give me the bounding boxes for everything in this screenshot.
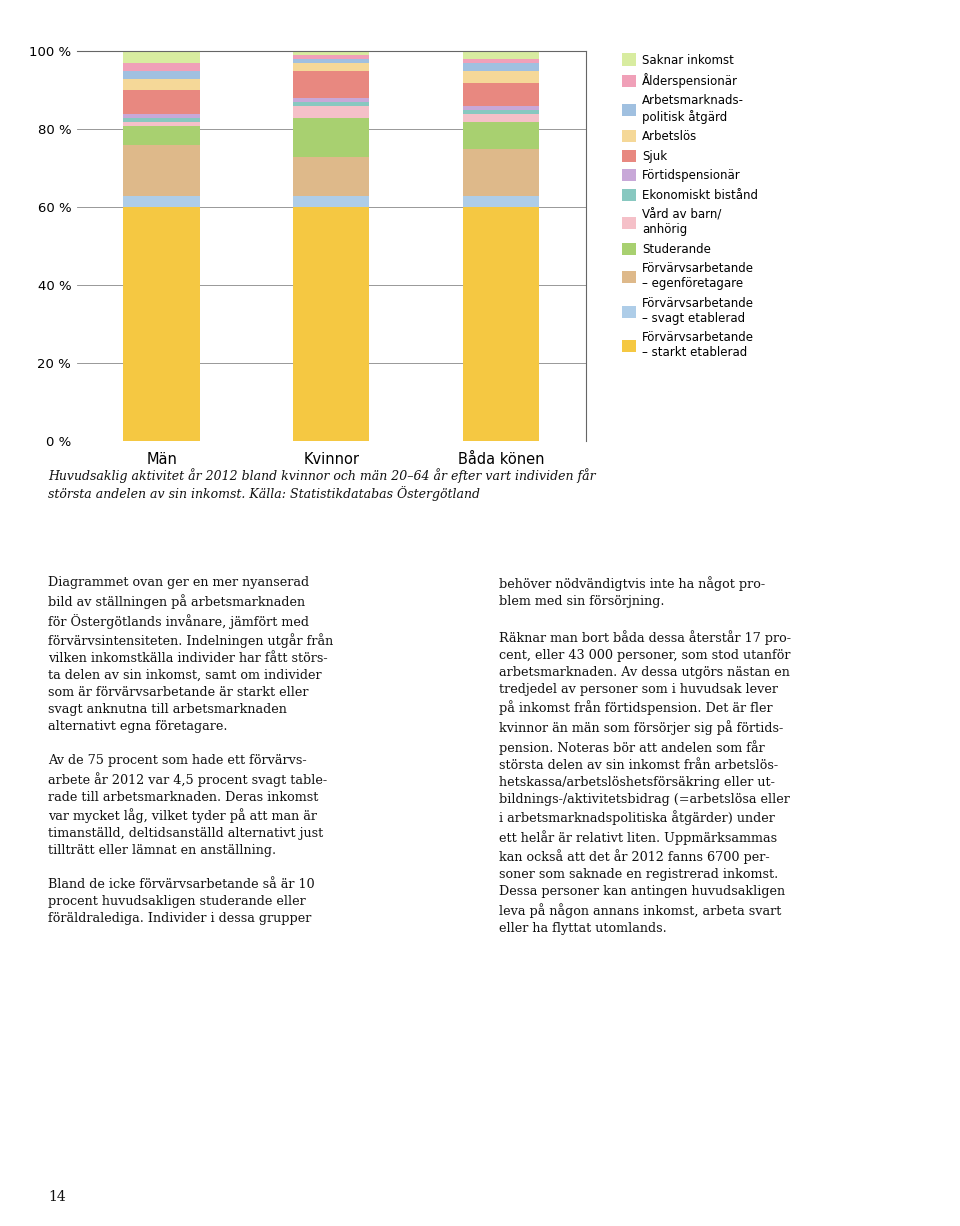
Bar [463, 150, 539, 196]
Text: Huvudsaklig aktivitet år 2012 bland kvinnor och män 20–64 år efter vart individe: Huvudsaklig aktivitet år 2012 bland kvin… [48, 468, 595, 500]
Bar [124, 145, 200, 196]
Bar [463, 51, 539, 59]
Bar [293, 98, 370, 102]
Bar [293, 71, 370, 98]
Bar [293, 64, 370, 71]
Legend: Saknar inkomst, Ålderspensionär, Arbetsmarknads-
politisk åtgärd, Arbetslös, Sju: Saknar inkomst, Ålderspensionär, Arbetsm… [622, 54, 758, 359]
Bar [293, 55, 370, 59]
Bar [463, 207, 539, 441]
Text: Diagrammet ovan ger en mer nyanserad
bild av ställningen på arbetsmarknaden
för : Diagrammet ovan ger en mer nyanserad bil… [48, 576, 333, 926]
Bar [293, 59, 370, 64]
Bar [124, 51, 200, 64]
Bar [124, 78, 200, 91]
Text: behöver nödvändigtvis inte ha något pro-
blem med sin försörjning.

Räknar man b: behöver nödvändigtvis inte ha något pro-… [499, 576, 791, 935]
Bar [463, 121, 539, 148]
Bar [293, 196, 370, 207]
Bar [293, 157, 370, 196]
Bar [463, 82, 539, 107]
Bar [463, 59, 539, 64]
Bar [463, 107, 539, 110]
Bar [293, 207, 370, 441]
Bar [124, 125, 200, 145]
Bar [124, 196, 200, 207]
Bar [293, 118, 370, 157]
Bar [463, 110, 539, 114]
Bar [293, 48, 370, 55]
Bar [463, 71, 539, 82]
Bar [293, 107, 370, 118]
Bar [124, 64, 200, 71]
Text: 14: 14 [48, 1190, 65, 1204]
Bar [293, 102, 370, 107]
Bar [124, 114, 200, 118]
Bar [124, 118, 200, 121]
Bar [124, 121, 200, 125]
Bar [463, 196, 539, 207]
Bar [463, 114, 539, 121]
Bar [463, 64, 539, 71]
Bar [124, 207, 200, 441]
Bar [124, 91, 200, 114]
Bar [124, 71, 200, 78]
